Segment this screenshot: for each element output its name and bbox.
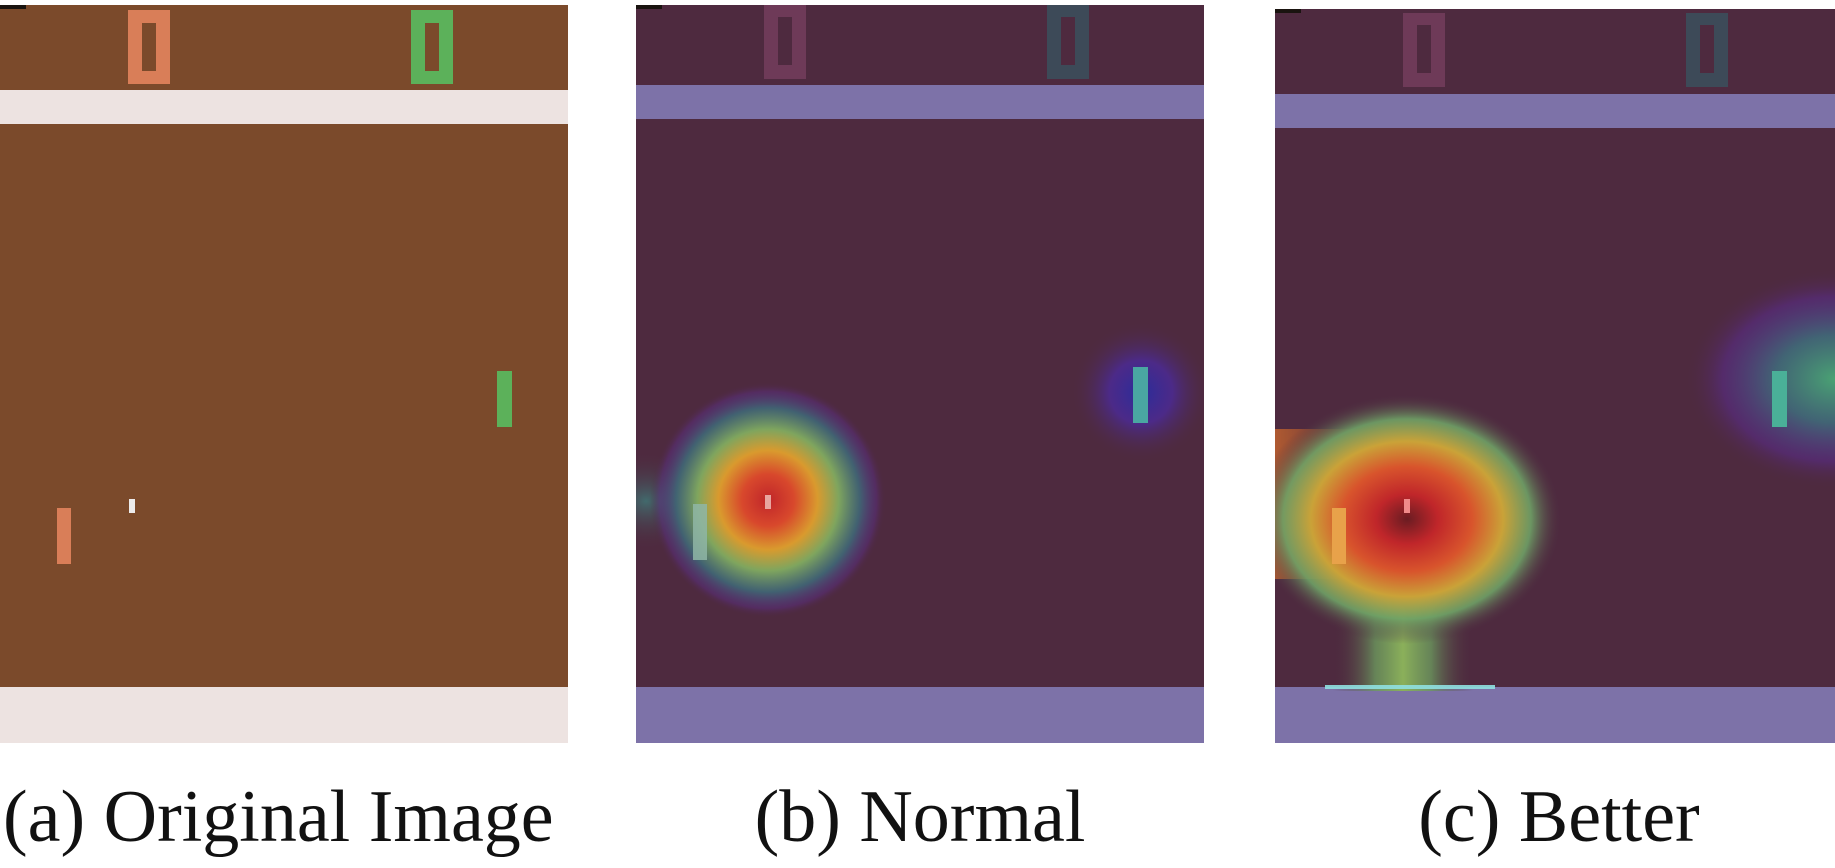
opponent-paddle	[497, 371, 512, 427]
hotspot-ball-player	[1275, 394, 1562, 644]
panel-normal-heatmap: (b) Normal	[636, 0, 1204, 868]
caption-original-image: (a) Original Image	[3, 776, 554, 858]
player-paddle	[57, 508, 71, 564]
bottom-wall-overlay	[1275, 687, 1835, 743]
panel-original-image: (a) Original Image	[0, 0, 568, 868]
panel-better-heatmap: (c) Better	[1275, 0, 1835, 868]
court-background	[0, 5, 568, 743]
score-right-zero-icon	[1686, 13, 1728, 87]
top-left-corner-mark	[0, 5, 26, 9]
score-right-zero-icon	[411, 10, 453, 84]
score-left-zero-icon	[764, 5, 806, 79]
normal-heatmap-frame	[636, 5, 1204, 743]
bottom-wall-overlay	[636, 687, 1204, 743]
top-left-corner-mark	[1275, 9, 1301, 13]
floor-glow-line	[1325, 685, 1495, 689]
ball	[765, 495, 771, 509]
caption-better: (c) Better	[1418, 776, 1700, 858]
player-paddle	[1332, 508, 1346, 564]
coolspot-opponent-glow	[1685, 269, 1835, 489]
opponent-paddle	[1772, 371, 1787, 427]
score-left-zero-icon	[128, 10, 170, 84]
ball	[1404, 499, 1410, 513]
better-heatmap-frame	[1275, 9, 1835, 743]
original-game-frame	[0, 5, 568, 743]
caption-normal: (b) Normal	[754, 776, 1086, 858]
top-wall	[0, 90, 568, 124]
player-paddle	[693, 504, 707, 560]
top-wall-overlay	[636, 85, 1204, 119]
ball	[129, 499, 135, 513]
opponent-paddle	[1133, 367, 1148, 423]
score-right-zero-icon	[1047, 5, 1089, 79]
bottom-wall	[0, 687, 568, 743]
top-wall-overlay	[1275, 94, 1835, 128]
score-left-zero-icon	[1403, 13, 1445, 87]
top-left-corner-mark	[636, 5, 662, 9]
